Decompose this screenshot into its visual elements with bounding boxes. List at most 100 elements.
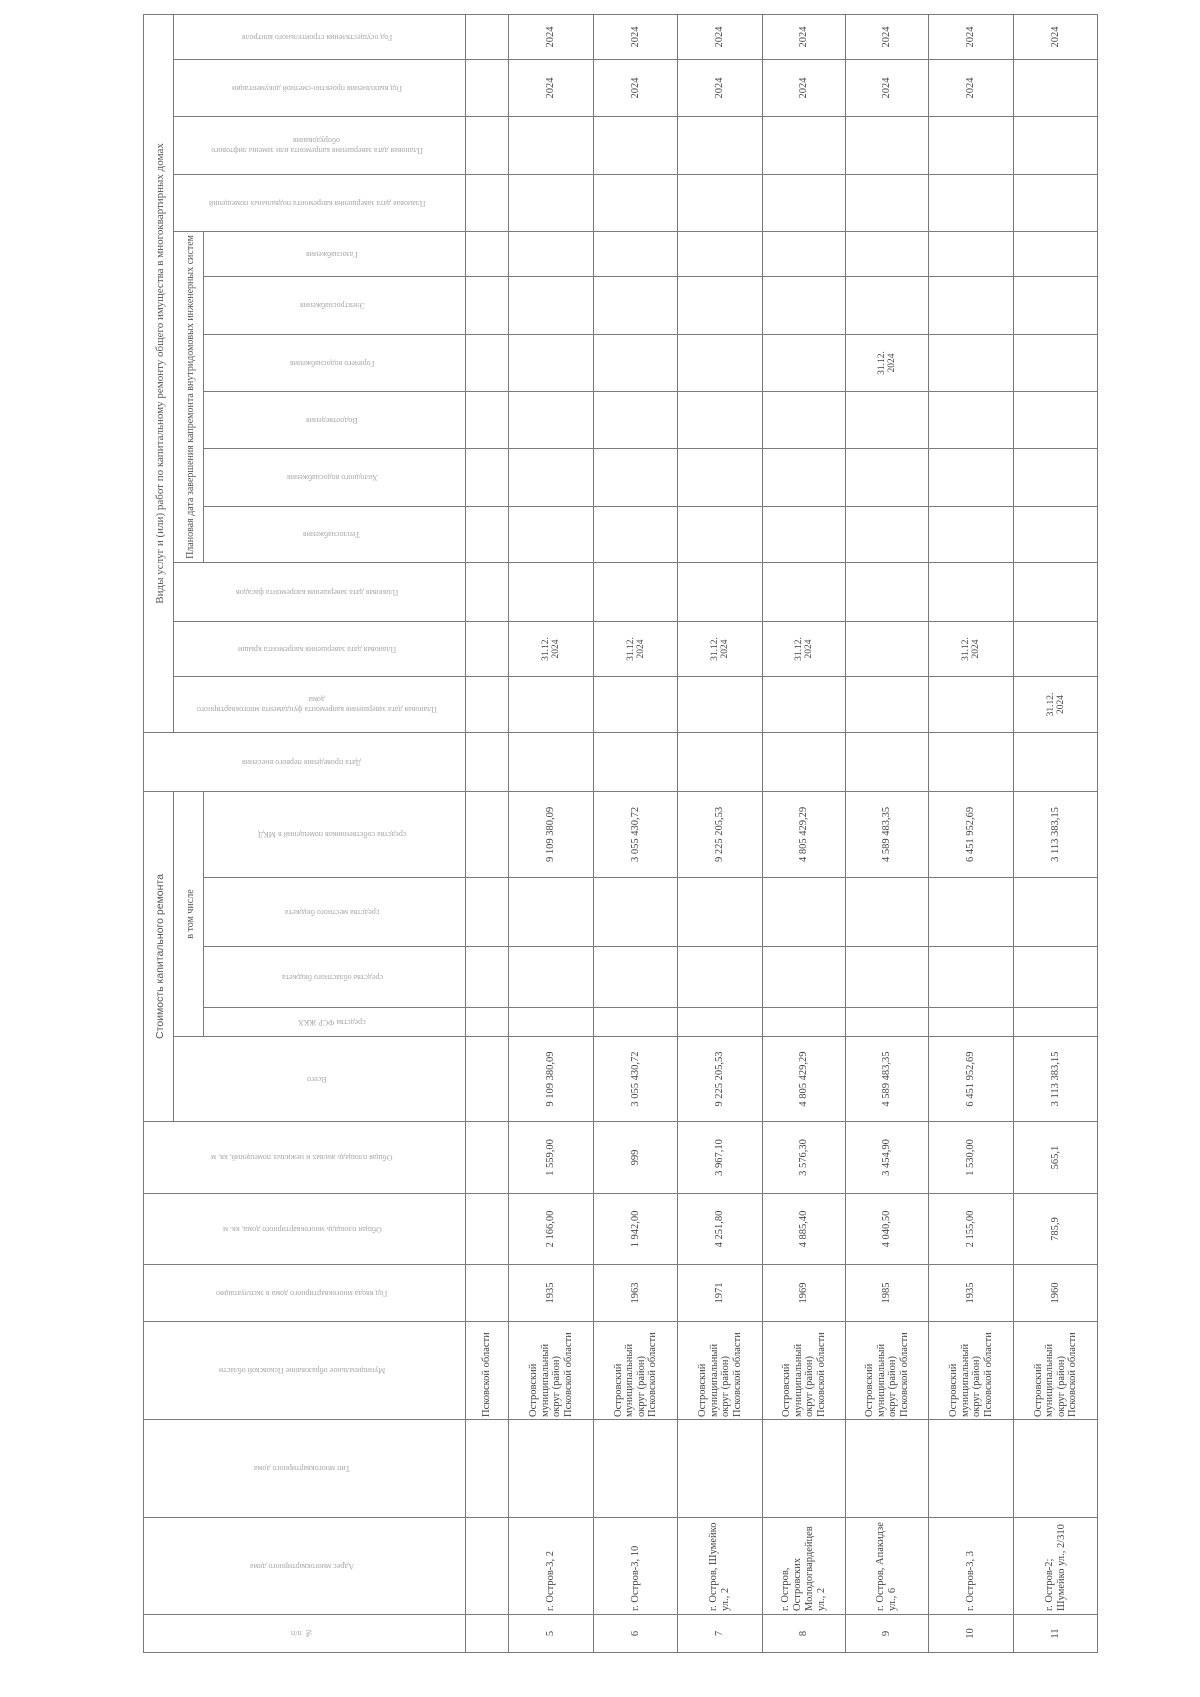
cell-cold-water [508,448,594,507]
cell-heat [508,506,594,563]
cell-value: 6 [629,1630,641,1637]
header-systems-group: Плановая дата завершения капремонта внут… [173,231,204,563]
cell-design-year: 2024 [677,59,763,117]
cell-hot-water [1013,334,1098,392]
cell-cold-water [1013,448,1098,507]
table-row: 10 г. Остров-3, 3 Островский муниципальный… [928,14,1014,1653]
cell-value: 31.12. 2024 [961,637,981,661]
cell-elevator [465,116,509,175]
table-row: 7 г. Остров, Шумейко ул., 2 Островский мун… [677,14,763,1653]
cell-area-premises: 565,1 [1013,1121,1098,1194]
cell-type [508,1419,594,1518]
cell-value: 2 166,00 [545,1210,556,1248]
cell-hot-water: 31.12. 2024 [845,334,929,392]
cell-value: 6 451 952,69 [965,1051,976,1107]
cell-area-total: 4 251,80 [677,1193,763,1265]
cell-value: 31.12. 2024 [877,351,897,375]
cell-cost-local [677,877,763,947]
cell-value: 31.12. 2024 [625,637,646,661]
cell-elevator [593,116,678,175]
cell-value: Псковской области [481,1332,493,1417]
cell-value: 9 109 380,09 [545,1051,556,1107]
cell-value: г. Остров-2; Шумейко ул., 2/310 [1043,1524,1067,1611]
cell-cost-local [508,877,594,947]
cell-address: г. Остров-3, 3 [928,1517,1014,1615]
cell-value: 3 055 430,72 [629,806,641,863]
cell-hot-water [593,334,678,392]
cell-electric [1013,276,1098,335]
cell-foundation [845,676,929,733]
cell-cost-regional [677,946,763,1008]
cell-municipality: Островский муниципальный округ (район) П… [593,1321,678,1420]
cell-gas [677,231,763,277]
cell-basement [593,174,678,232]
cell-type [928,1419,1014,1518]
cell-value: 2024 [629,26,641,48]
cell-address: г. Остров, Островских Молодогвардейцев у… [762,1517,846,1615]
cell-basement [465,174,509,232]
cell-value: 31.12. 2024 [794,637,814,661]
header-works-group: Виды услуг и (или) работ по капитальному… [143,14,174,733]
cell-cost-total: 3 055 430,72 [593,1036,678,1122]
cell-electric [762,276,846,335]
cell-cost-total: 4 805 429,29 [762,1036,846,1122]
cell-value: Островский муниципальный округ (район) П… [612,1332,659,1417]
cell-elevator [845,116,929,175]
cell-electric [845,276,929,335]
cell-year-built: 1963 [593,1264,678,1322]
cell-value: 1963 [629,1282,641,1304]
header-basement: Плановая дата завершения капремонта подв… [173,174,466,232]
cell-basement [928,174,1014,232]
cell-value: Островский муниципальный округ (район) П… [697,1332,743,1417]
cell-heat [1013,506,1098,563]
cell-value: 2024 [965,77,976,99]
cell-elevator [1013,116,1098,175]
cell-first-date [465,732,509,792]
cell-num: 5 [508,1614,594,1653]
capital-repair-table-sheet: № п/п Адрес многоквартирного дома Тип мн… [143,14,1098,1653]
cell-hot-water [465,334,509,392]
cell-value: 2024 [798,26,809,48]
cell-value: г. Остров-3, 10 [629,1545,641,1611]
cell-value: 9 225 205,53 [714,806,725,863]
cell-first-date [928,732,1014,792]
cell-num: 8 [762,1614,846,1653]
cell-value: 9 225 205,53 [714,1051,725,1107]
cell-roof: 31.12. 2024 [928,621,1014,677]
cell-value: 4 885,40 [798,1210,809,1248]
cell-value: 10 [965,1628,976,1639]
cell-supervision-year: 2024 [508,14,594,60]
cell-design-year: 2024 [508,59,594,117]
cell-heat [677,506,763,563]
cell-basement [677,174,763,232]
cell-cost-owners: 4 589 483,35 [845,791,929,878]
cell-value: 785,9 [1049,1217,1061,1241]
cell-municipality: Островский муниципальный округ (район) П… [1013,1321,1098,1420]
cell-cold-water [762,448,846,507]
cell-cost-regional [1013,946,1098,1008]
cell-value: 1969 [798,1282,809,1304]
cell-cost-local [845,877,929,947]
cell-cost-owners [465,791,509,878]
cell-type [593,1419,678,1518]
cell-value: 7 [714,1630,725,1637]
cell-value: г. Остров, Апакидзе ул., 6 [875,1522,898,1611]
cell-area-premises: 1 559,00 [508,1121,594,1194]
cell-hot-water [508,334,594,392]
cell-value: 2024 [714,77,725,99]
cell-value: 5 [545,1630,556,1637]
cell-cost-owners: 9 225 205,53 [677,791,763,878]
cell-design-year: 2024 [593,59,678,117]
cell-value: 8 [798,1630,809,1637]
cell-value: 4 589 483,35 [881,806,892,863]
cell-area-total: 4 040,50 [845,1193,929,1265]
cell-value: 565,1 [1049,1145,1061,1170]
cell-area-premises: 999 [593,1121,678,1194]
cell-roof: 31.12. 2024 [508,621,594,677]
cell-supervision-year: 2024 [928,14,1014,60]
cell-value: Островский муниципальный округ (район) П… [781,1332,827,1417]
cell-foundation [928,676,1014,733]
cell-municipality: Островский муниципальный округ (район) П… [762,1321,846,1420]
cell-value: 31.12. 2024 [1045,692,1066,717]
cell-basement [845,174,929,232]
